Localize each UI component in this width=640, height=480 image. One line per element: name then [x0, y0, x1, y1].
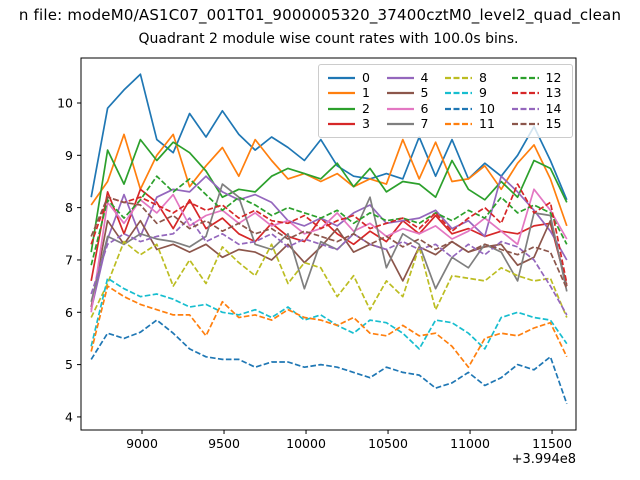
series-6-line: [90, 188, 568, 313]
legend-line-sample: [445, 107, 473, 110]
legend-entry-1: 1: [328, 85, 372, 100]
legend-entry-6: 6: [386, 100, 431, 116]
legend-label: 5: [420, 85, 429, 100]
series-8-line: [90, 240, 568, 318]
legend-entry-15: 15: [511, 116, 563, 131]
x-tick-label: 10500: [368, 436, 408, 451]
legend-label: 9: [479, 85, 487, 100]
legend-label: 1: [362, 85, 370, 100]
legend-label: 15: [545, 116, 562, 131]
legend-label: 11: [479, 116, 495, 131]
legend-label: 10: [479, 100, 495, 116]
series-13-line: [90, 183, 568, 284]
series-9-line: [90, 277, 568, 350]
y-tick-label: 6: [65, 305, 73, 320]
legend-line-sample: [328, 107, 355, 110]
legend-entry-13: 13: [511, 85, 563, 100]
x-tick-label: 10000: [286, 436, 326, 451]
x-axis-offset-label: +3.994e8: [511, 452, 576, 467]
series-11-line: [90, 285, 568, 369]
legend-label: 8: [479, 69, 487, 85]
legend-line-sample: [386, 107, 414, 110]
legend-entry-5: 5: [386, 85, 431, 100]
legend-line-sample: [328, 123, 355, 126]
series-4-line: [90, 175, 568, 310]
figure-title: n file: modeM0/AS1C07_001T01_9000005320_…: [18, 6, 622, 24]
legend-line-sample: [386, 92, 414, 95]
legend-entry-3: 3: [328, 116, 372, 131]
legend-label: 6: [420, 100, 429, 116]
legend-label: 3: [362, 116, 370, 131]
series-15-line: [90, 196, 568, 290]
legend-line-sample: [328, 76, 355, 79]
legend-entry-8: 8: [445, 69, 496, 85]
legend-line-sample: [511, 76, 539, 79]
series-7-line: [90, 183, 568, 303]
series-14-line: [90, 217, 568, 316]
series-2-line: [90, 138, 568, 253]
y-tick-label: 9: [65, 148, 73, 163]
legend-label: 0: [362, 69, 370, 85]
series-0-line: [90, 73, 568, 201]
series-10-line: [90, 319, 568, 405]
legend-label: 12: [545, 69, 562, 85]
legend-entry-7: 7: [386, 116, 431, 131]
legend: 0 1 2 3 4 5 6 7 8 9 10 11 12 13 14 15: [318, 64, 573, 138]
legend-line-sample: [328, 92, 355, 95]
legend-entry-2: 2: [328, 100, 372, 116]
x-tick-label: 11500: [532, 436, 572, 451]
legend-label: 4: [420, 69, 429, 85]
legend-line-sample: [445, 92, 473, 95]
x-tick-label: 9500: [208, 436, 240, 451]
legend-entry-9: 9: [445, 85, 496, 100]
legend-entry-10: 10: [445, 100, 496, 116]
legend-entry-11: 11: [445, 116, 496, 131]
legend-line-sample: [511, 107, 539, 110]
legend-line-sample: [386, 76, 414, 79]
y-tick-label: 8: [65, 200, 73, 215]
legend-entry-4: 4: [386, 69, 431, 85]
x-tick-label: 9000: [126, 436, 158, 451]
axes-spines: [80, 57, 577, 431]
y-tick-label: 4: [65, 409, 73, 424]
series-12-line: [90, 175, 568, 266]
y-tick-label: 7: [65, 252, 73, 267]
legend-label: 7: [420, 116, 429, 131]
legend-label: 14: [545, 100, 562, 116]
series-1-line: [90, 133, 568, 227]
legend-line-sample: [445, 76, 473, 79]
x-tick-label: 11000: [450, 436, 490, 451]
legend-line-sample: [511, 92, 539, 95]
legend-line-sample: [511, 123, 539, 126]
axes-title: Quadrant 2 module wise count rates with …: [138, 31, 519, 47]
legend-label: 13: [545, 85, 562, 100]
legend-entry-0: 0: [328, 69, 372, 85]
legend-line-sample: [386, 123, 414, 126]
y-tick-label: 5: [65, 357, 73, 372]
legend-entry-12: 12: [511, 69, 563, 85]
legend-line-sample: [445, 123, 473, 126]
series-3-line: [90, 188, 568, 287]
legend-label: 2: [362, 100, 370, 116]
legend-entry-14: 14: [511, 100, 563, 116]
y-tick-label: 10: [57, 95, 73, 110]
